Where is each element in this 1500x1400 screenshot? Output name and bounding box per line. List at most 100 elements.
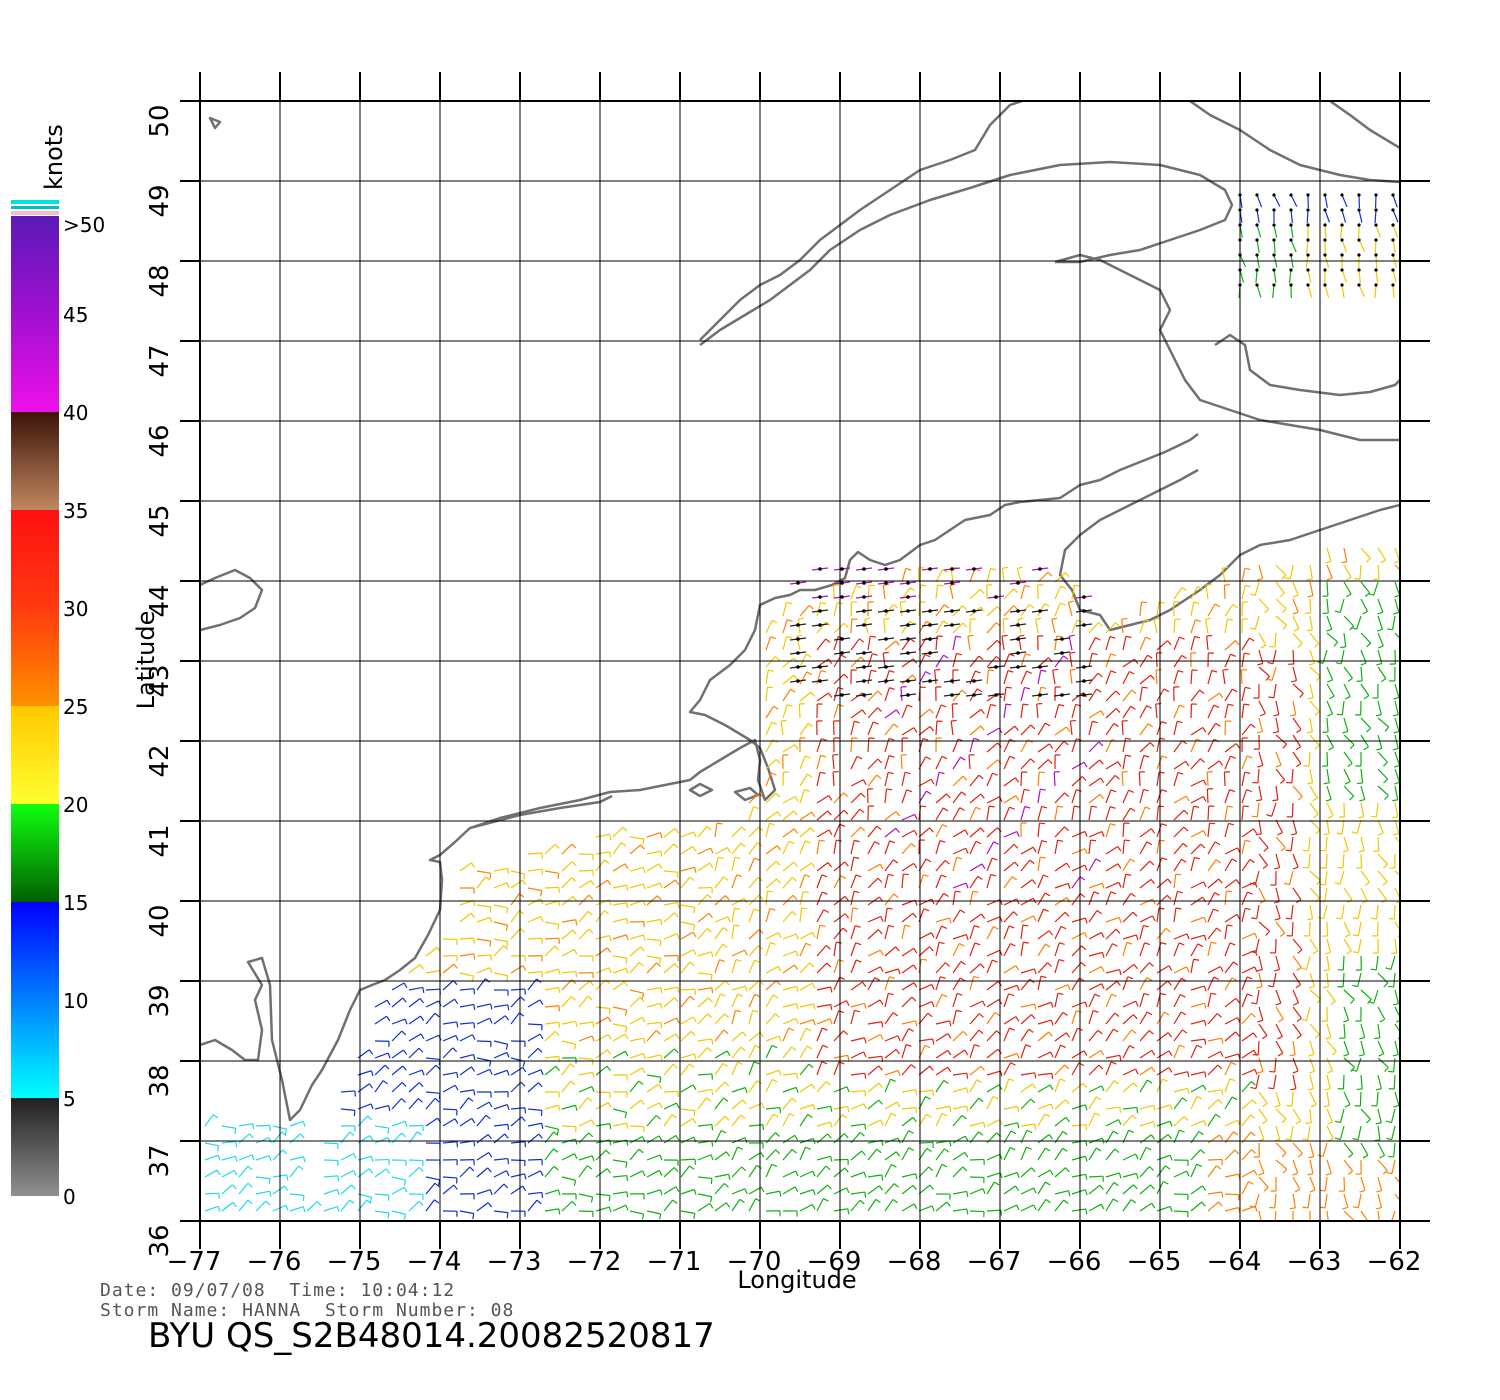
wind-vector <box>1393 1074 1396 1090</box>
wind-vector <box>1290 836 1294 851</box>
wind-flag-dot <box>906 679 910 683</box>
wind-vector <box>561 919 576 923</box>
wind-barb <box>826 962 832 968</box>
wind-barb <box>912 964 918 970</box>
wind-vector <box>850 1010 856 1025</box>
wind-barb <box>1235 879 1241 885</box>
wind-flag-dot <box>928 651 932 655</box>
wind-barb <box>1196 1044 1203 1049</box>
wind-vector <box>663 828 676 838</box>
wind-barb <box>1254 932 1258 939</box>
lon-tick-label: −68 <box>887 1247 942 1277</box>
wind-barb <box>922 737 929 741</box>
wind-vector <box>1054 1044 1062 1059</box>
wind-vector <box>1326 989 1336 1002</box>
wind-vector <box>1071 917 1086 923</box>
wind-vector <box>986 806 990 821</box>
wind-vector <box>731 1188 746 1195</box>
lat-tick-label: 50 <box>145 104 175 137</box>
wind-vector <box>1394 1040 1399 1055</box>
wind-barb <box>853 890 860 894</box>
wind-vector <box>1003 1171 1018 1178</box>
wind-barb <box>1203 1020 1207 1027</box>
wind-barb <box>1289 1207 1296 1210</box>
wind-vector <box>816 962 828 974</box>
wind-vector <box>374 1193 390 1196</box>
wind-barb <box>887 907 893 910</box>
wind-barb <box>1161 823 1167 827</box>
wind-vector <box>952 961 962 974</box>
wind-vector <box>986 704 992 719</box>
wind-barb <box>1031 1083 1037 1089</box>
wind-barb <box>1056 635 1063 638</box>
wind-vector <box>1394 768 1400 783</box>
wind-vector <box>748 1186 762 1195</box>
wind-vector <box>1256 904 1260 919</box>
wind-barb <box>778 1069 782 1076</box>
wind-barb <box>872 653 878 656</box>
wind-vector <box>1207 1191 1222 1195</box>
wind-vector <box>1156 1050 1170 1059</box>
wind-vector <box>935 720 938 736</box>
wind-flag-dot <box>1082 693 1086 697</box>
wind-vector <box>1292 1023 1302 1036</box>
wind-vector <box>884 1078 892 1093</box>
wind-vector <box>1221 568 1226 583</box>
wind-vector <box>782 876 793 889</box>
wind-vector <box>1377 666 1387 679</box>
wind-barb <box>1205 617 1212 620</box>
wind-barb <box>1119 1107 1122 1113</box>
wind-barb <box>940 704 947 708</box>
wind-barb <box>659 832 663 839</box>
wind-barb <box>640 946 645 952</box>
colorbar-top-stripe <box>11 200 59 204</box>
wind-barb <box>888 924 894 928</box>
wind-vector <box>952 1030 964 1042</box>
wind-vector <box>663 870 679 873</box>
wind-barb <box>368 1083 374 1089</box>
wind-vector <box>765 1035 780 1042</box>
wind-vector <box>1173 994 1181 1008</box>
wind-vector <box>1292 717 1302 730</box>
wind-vector <box>765 1079 773 1093</box>
wind-barb <box>888 992 894 996</box>
wind-vector <box>1205 585 1209 600</box>
wind-vector <box>1292 1040 1296 1055</box>
wind-barb <box>854 1009 861 1013</box>
wind-barb <box>300 1133 305 1139</box>
wind-vector <box>833 622 845 634</box>
wind-vector <box>697 1176 712 1180</box>
wind-vector <box>1274 1193 1277 1208</box>
wind-vector <box>816 1184 829 1195</box>
wind-barb <box>658 1213 662 1220</box>
wind-vector <box>1003 704 1007 719</box>
wind-vector <box>1377 1023 1381 1038</box>
wind-vector <box>1020 724 1032 736</box>
wind-vector <box>952 1208 967 1212</box>
wind-vector <box>663 1017 677 1025</box>
wind-vector <box>1139 1011 1148 1025</box>
wind-vector <box>714 1151 727 1161</box>
wind-vector <box>1122 1114 1133 1127</box>
wind-barb <box>675 1033 680 1039</box>
wind-vector <box>1343 615 1355 627</box>
wind-barb <box>659 1189 663 1196</box>
wind-barb <box>925 756 931 760</box>
wind-barb <box>722 1062 728 1068</box>
wind-barb <box>711 1089 714 1096</box>
wind-vector <box>1173 842 1184 855</box>
wind-barb <box>1068 600 1075 604</box>
wind-barb <box>1296 728 1302 734</box>
wind-barb <box>1048 1031 1053 1037</box>
wind-flag-dot <box>928 679 932 683</box>
wind-barb <box>1163 1180 1169 1185</box>
wind-vector <box>1391 1159 1396 1174</box>
wind-barb <box>485 876 491 881</box>
wind-barb <box>1005 703 1012 706</box>
wind-vector <box>1054 1012 1064 1025</box>
wind-barb <box>1149 860 1155 866</box>
wind-vector <box>1309 887 1320 899</box>
wind-barb <box>810 862 816 868</box>
wind-vector <box>459 1066 472 1076</box>
wind-vector <box>1292 1142 1303 1154</box>
